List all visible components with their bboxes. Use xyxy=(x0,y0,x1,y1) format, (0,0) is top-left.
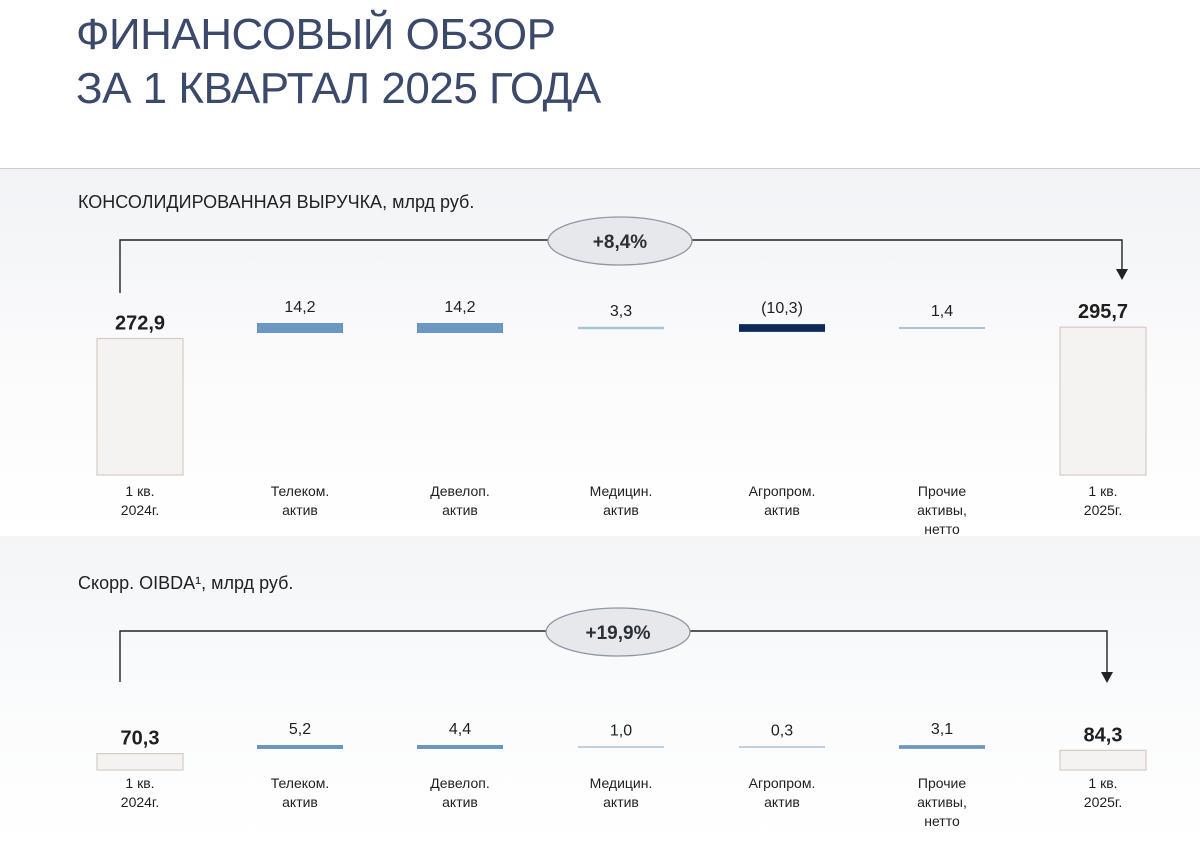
revenue-category-label-0-line-1: 2024г. xyxy=(121,502,159,518)
oibda-growth-badge-label: +19,9% xyxy=(586,623,651,644)
oibda-bar-4 xyxy=(739,746,825,748)
revenue-bar-2 xyxy=(417,323,503,333)
oibda-category-label-3-line-1: актив xyxy=(603,794,639,810)
page-title-line-1: ФИНАНСОВЫЙ ОБЗОР xyxy=(76,10,556,59)
oibda-panel-background xyxy=(0,536,1200,843)
oibda-category-label-2-line-1: актив xyxy=(442,794,478,810)
revenue-category-label-4: Агропром. актив xyxy=(749,483,816,518)
revenue-category-label-6: 1 кв. 2025г. xyxy=(1084,483,1122,518)
oibda-category-label-0: 1 кв. 2024г. xyxy=(121,775,159,810)
oibda-bar-3 xyxy=(578,746,664,748)
revenue-bar-1 xyxy=(257,323,343,333)
revenue-category-label-4-line-1: актив xyxy=(764,502,800,518)
revenue-category-label-5-line-1: активы, xyxy=(917,502,967,518)
oibda-category-label-6-line-0: 1 кв. xyxy=(1088,775,1117,791)
page-title: ФИНАНСОВЫЙ ОБЗОР ЗА 1 КВАРТАЛ 2025 ГОДА xyxy=(76,8,601,116)
revenue-waterfall-chart: КОНСОЛИДИРОВАННАЯ ВЫРУЧКА, млрд руб. +8,4… xyxy=(78,192,1147,536)
revenue-category-label-1-line-1: актив xyxy=(282,502,318,518)
revenue-growth-badge xyxy=(547,216,693,266)
revenue-category-label-3-line-1: актив xyxy=(603,502,639,518)
oibda-category-label-4: Агропром. актив xyxy=(749,775,816,810)
revenue-bar-3 xyxy=(578,326,664,330)
oibda-bar-0 xyxy=(96,753,184,771)
oibda-category-label-5-line-2: нетто xyxy=(924,813,960,829)
revenue-category-label-2-line-1: актив xyxy=(442,502,478,518)
oibda-bar-6 xyxy=(1059,749,1147,771)
oibda-category-label-2: Девелоп. актив xyxy=(430,775,489,810)
revenue-category-label-5-line-2: нетто xyxy=(924,521,960,536)
revenue-value-label-3: 3,3 xyxy=(610,303,632,320)
oibda-growth-arrowhead xyxy=(1101,672,1113,683)
revenue-bar-0 xyxy=(96,337,184,476)
revenue-value-label-6: 295,7 xyxy=(1078,301,1128,323)
revenue-category-label-3-line-0: Медицин. xyxy=(590,483,653,499)
oibda-value-label-1: 5,2 xyxy=(289,721,311,738)
oibda-category-label-5-line-1: активы, xyxy=(917,794,967,810)
revenue-bar-6 xyxy=(1059,326,1147,476)
revenue-category-label-4-line-0: Агропром. xyxy=(749,483,816,499)
oibda-bar-1 xyxy=(257,745,343,749)
oibda-category-label-1-line-1: актив xyxy=(282,794,318,810)
oibda-category-label-3-line-0: Медицин. xyxy=(590,775,653,791)
revenue-value-label-1: 14,2 xyxy=(284,299,315,316)
oibda-category-label-6-line-1: 2025г. xyxy=(1084,794,1122,810)
revenue-category-label-3: Медицин. актив xyxy=(590,483,653,518)
revenue-value-label-2: 14,2 xyxy=(444,299,475,316)
oibda-value-label-5: 3,1 xyxy=(931,721,953,738)
oibda-category-label-2-line-0: Девелоп. xyxy=(430,775,489,791)
page-title-line-2: ЗА 1 КВАРТАЛ 2025 ГОДА xyxy=(76,64,601,113)
revenue-bar-4 xyxy=(739,324,825,332)
revenue-value-label-0: 272,9 xyxy=(115,313,165,335)
revenue-chart-title: КОНСОЛИДИРОВАННАЯ ВЫРУЧКА, млрд руб. xyxy=(78,192,474,212)
oibda-growth-badge xyxy=(545,607,691,657)
revenue-category-label-1: Телеком. актив xyxy=(271,483,330,518)
revenue-category-label-1-line-0: Телеком. xyxy=(271,483,330,499)
oibda-value-label-0: 70,3 xyxy=(121,728,160,750)
revenue-category-label-2: Девелоп. актив xyxy=(430,483,489,518)
revenue-value-label-4: (10,3) xyxy=(761,300,803,317)
revenue-growth-badge-label: +8,4% xyxy=(593,232,648,253)
revenue-category-label-2-line-0: Девелоп. xyxy=(430,483,489,499)
oibda-value-label-3: 1,0 xyxy=(610,722,632,739)
revenue-growth-arrowhead xyxy=(1116,269,1128,280)
oibda-category-label-0-line-0: 1 кв. xyxy=(125,775,154,791)
oibda-category-label-4-line-0: Агропром. xyxy=(749,775,816,791)
oibda-waterfall-chart: Скорр. OIBDA¹, млрд руб. +19,9% 70,3 1 кв. 2… xyxy=(78,573,1147,829)
oibda-bar-5 xyxy=(899,745,985,749)
revenue-category-label-6-line-1: 2025г. xyxy=(1084,502,1122,518)
revenue-category-label-0-line-0: 1 кв. xyxy=(125,483,154,499)
oibda-value-label-2: 4,4 xyxy=(449,721,471,738)
revenue-bar-5 xyxy=(899,327,985,329)
oibda-value-label-6: 84,3 xyxy=(1084,724,1123,746)
oibda-category-label-5-line-0: Прочие xyxy=(918,775,966,791)
revenue-value-label-5: 1,4 xyxy=(931,303,953,320)
oibda-value-label-4: 0,3 xyxy=(771,722,793,739)
oibda-category-label-3: Медицин. актив xyxy=(590,775,653,810)
oibda-bar-2 xyxy=(417,745,503,749)
oibda-category-label-1-line-0: Телеком. xyxy=(271,775,330,791)
revenue-category-label-0: 1 кв. 2024г. xyxy=(121,483,159,518)
oibda-category-label-4-line-1: актив xyxy=(764,794,800,810)
revenue-category-label-6-line-0: 1 кв. xyxy=(1088,483,1117,499)
oibda-category-label-5: Прочие активы, нетто xyxy=(917,775,967,829)
oibda-category-label-1: Телеком. актив xyxy=(271,775,330,810)
revenue-category-label-5: Прочие активы, нетто xyxy=(917,483,967,536)
revenue-category-label-5-line-0: Прочие xyxy=(918,483,966,499)
oibda-chart-title: Скорр. OIBDA¹, млрд руб. xyxy=(78,573,293,593)
oibda-category-label-0-line-1: 2024г. xyxy=(121,794,159,810)
oibda-category-label-6: 1 кв. 2025г. xyxy=(1084,775,1122,810)
